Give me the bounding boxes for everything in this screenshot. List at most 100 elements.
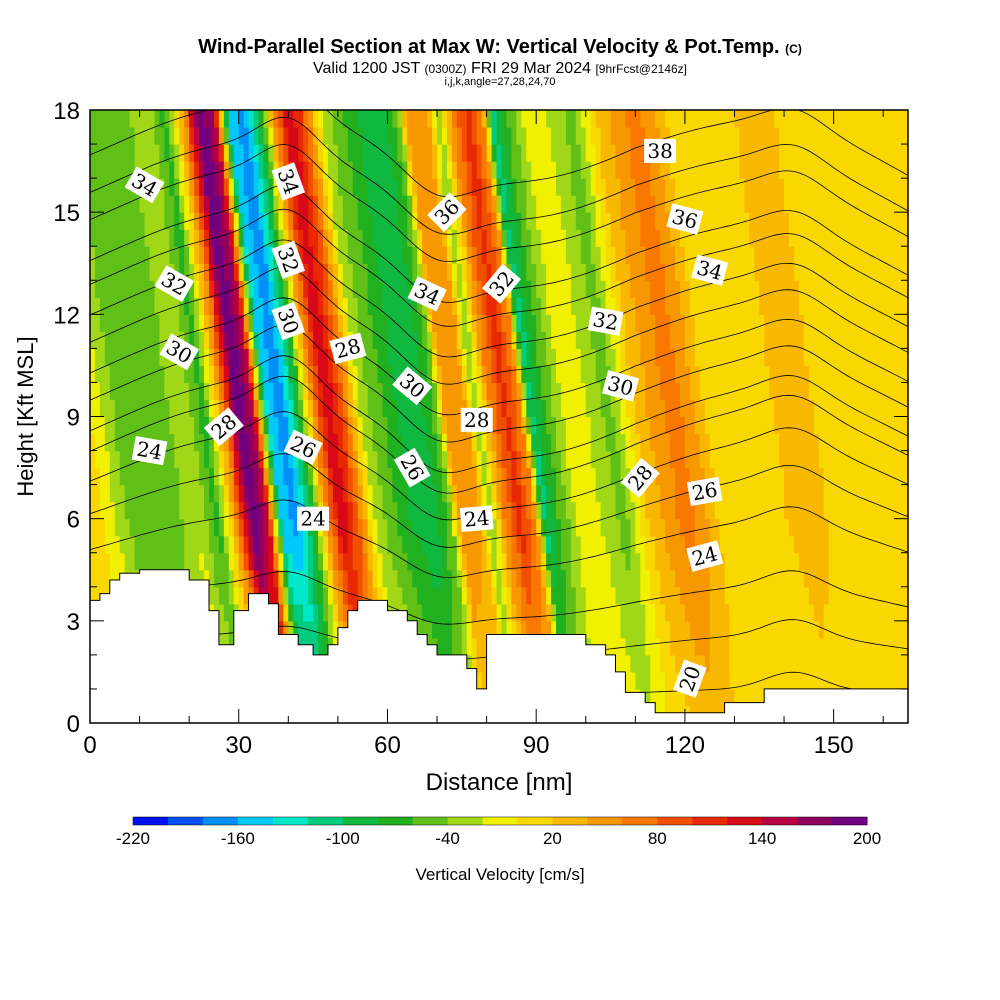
velocity-cell bbox=[893, 484, 899, 503]
velocity-cell bbox=[456, 586, 463, 605]
velocity-cell bbox=[739, 229, 745, 247]
velocity-cell bbox=[516, 348, 522, 367]
velocity-cell bbox=[684, 535, 691, 554]
velocity-cell bbox=[679, 552, 686, 571]
velocity-cell bbox=[208, 365, 215, 384]
velocity-cell bbox=[377, 263, 384, 281]
velocity-cell bbox=[580, 501, 587, 520]
velocity-cell bbox=[204, 229, 210, 247]
velocity-cell bbox=[402, 297, 408, 315]
velocity-cell bbox=[684, 637, 691, 656]
velocity-cell bbox=[585, 501, 592, 520]
velocity-cell bbox=[615, 586, 622, 605]
velocity-cell bbox=[397, 501, 403, 520]
velocity-cell bbox=[729, 535, 736, 554]
velocity-cell bbox=[486, 229, 493, 247]
velocity-cell bbox=[808, 399, 815, 418]
velocity-cell bbox=[308, 603, 314, 622]
velocity-cell bbox=[496, 467, 503, 486]
velocity-cell bbox=[124, 518, 131, 537]
velocity-cell bbox=[754, 229, 760, 247]
velocity-cell bbox=[352, 552, 359, 571]
velocity-cell bbox=[798, 365, 805, 384]
velocity-cell bbox=[174, 246, 180, 264]
velocity-cell bbox=[258, 229, 265, 247]
velocity-cell bbox=[516, 280, 522, 298]
velocity-cell bbox=[362, 416, 369, 435]
velocity-cell bbox=[412, 314, 418, 332]
velocity-cell bbox=[451, 501, 458, 520]
velocity-cell bbox=[238, 552, 245, 571]
velocity-cell bbox=[159, 348, 165, 367]
velocity-cell bbox=[640, 433, 646, 452]
velocity-cell bbox=[397, 348, 403, 367]
velocity-cell bbox=[531, 365, 537, 384]
velocity-cell bbox=[263, 416, 270, 435]
velocity-cell bbox=[481, 348, 488, 367]
velocity-cell bbox=[645, 382, 651, 401]
velocity-cell bbox=[417, 314, 423, 332]
velocity-cell bbox=[119, 535, 126, 554]
velocity-cell bbox=[789, 501, 795, 520]
velocity-cell bbox=[734, 229, 741, 247]
velocity-cell bbox=[94, 467, 101, 486]
velocity-cell bbox=[709, 654, 716, 673]
velocity-cell bbox=[248, 399, 255, 418]
velocity-cell bbox=[218, 399, 225, 418]
velocity-cell bbox=[258, 263, 265, 281]
velocity-cell bbox=[516, 569, 522, 588]
velocity-cell bbox=[119, 365, 126, 384]
velocity-cell bbox=[496, 212, 503, 230]
velocity-cell bbox=[838, 433, 845, 452]
velocity-cell bbox=[784, 382, 790, 401]
velocity-cell bbox=[789, 654, 795, 673]
velocity-cell bbox=[273, 484, 279, 503]
velocity-cell bbox=[823, 280, 830, 298]
velocity-cell bbox=[640, 552, 646, 571]
velocity-cell bbox=[784, 484, 790, 503]
velocity-cell bbox=[848, 331, 855, 349]
velocity-cell bbox=[243, 297, 250, 315]
velocity-cell bbox=[223, 552, 230, 571]
velocity-cell bbox=[412, 263, 418, 281]
velocity-cell bbox=[833, 399, 840, 418]
velocity-cell bbox=[560, 484, 567, 503]
velocity-cell bbox=[878, 280, 884, 298]
velocity-cell bbox=[332, 280, 339, 298]
velocity-cell bbox=[759, 569, 765, 588]
velocity-cell bbox=[689, 280, 696, 298]
velocity-cell bbox=[838, 416, 845, 435]
velocity-cell bbox=[610, 620, 617, 639]
velocity-cell bbox=[352, 433, 359, 452]
velocity-cell bbox=[828, 637, 835, 656]
velocity-cell bbox=[655, 331, 661, 349]
velocity-cell bbox=[556, 552, 562, 571]
velocity-cell bbox=[387, 212, 394, 230]
velocity-cell bbox=[541, 365, 547, 384]
velocity-cell bbox=[208, 297, 215, 315]
velocity-cell bbox=[516, 229, 522, 247]
velocity-cell bbox=[764, 535, 770, 554]
velocity-cell bbox=[833, 331, 840, 349]
velocity-cell bbox=[159, 229, 165, 247]
velocity-cell bbox=[556, 569, 562, 588]
velocity-cell bbox=[595, 586, 602, 605]
velocity-cell bbox=[665, 620, 671, 639]
velocity-cell bbox=[595, 229, 602, 247]
velocity-cell bbox=[223, 212, 230, 230]
velocity-cell bbox=[437, 603, 443, 622]
velocity-cell bbox=[630, 212, 636, 230]
velocity-cell bbox=[228, 314, 235, 332]
velocity-cell bbox=[818, 518, 825, 537]
velocity-cell bbox=[863, 501, 869, 520]
velocity-cell bbox=[640, 586, 646, 605]
velocity-cell bbox=[199, 433, 205, 452]
velocity-cell bbox=[104, 552, 111, 571]
velocity-cell bbox=[466, 433, 473, 452]
velocity-cell bbox=[238, 229, 245, 247]
velocity-cell bbox=[486, 263, 493, 281]
velocity-cell bbox=[303, 263, 309, 281]
velocity-cell bbox=[248, 416, 255, 435]
velocity-cell bbox=[194, 348, 200, 367]
velocity-cell bbox=[575, 280, 582, 298]
